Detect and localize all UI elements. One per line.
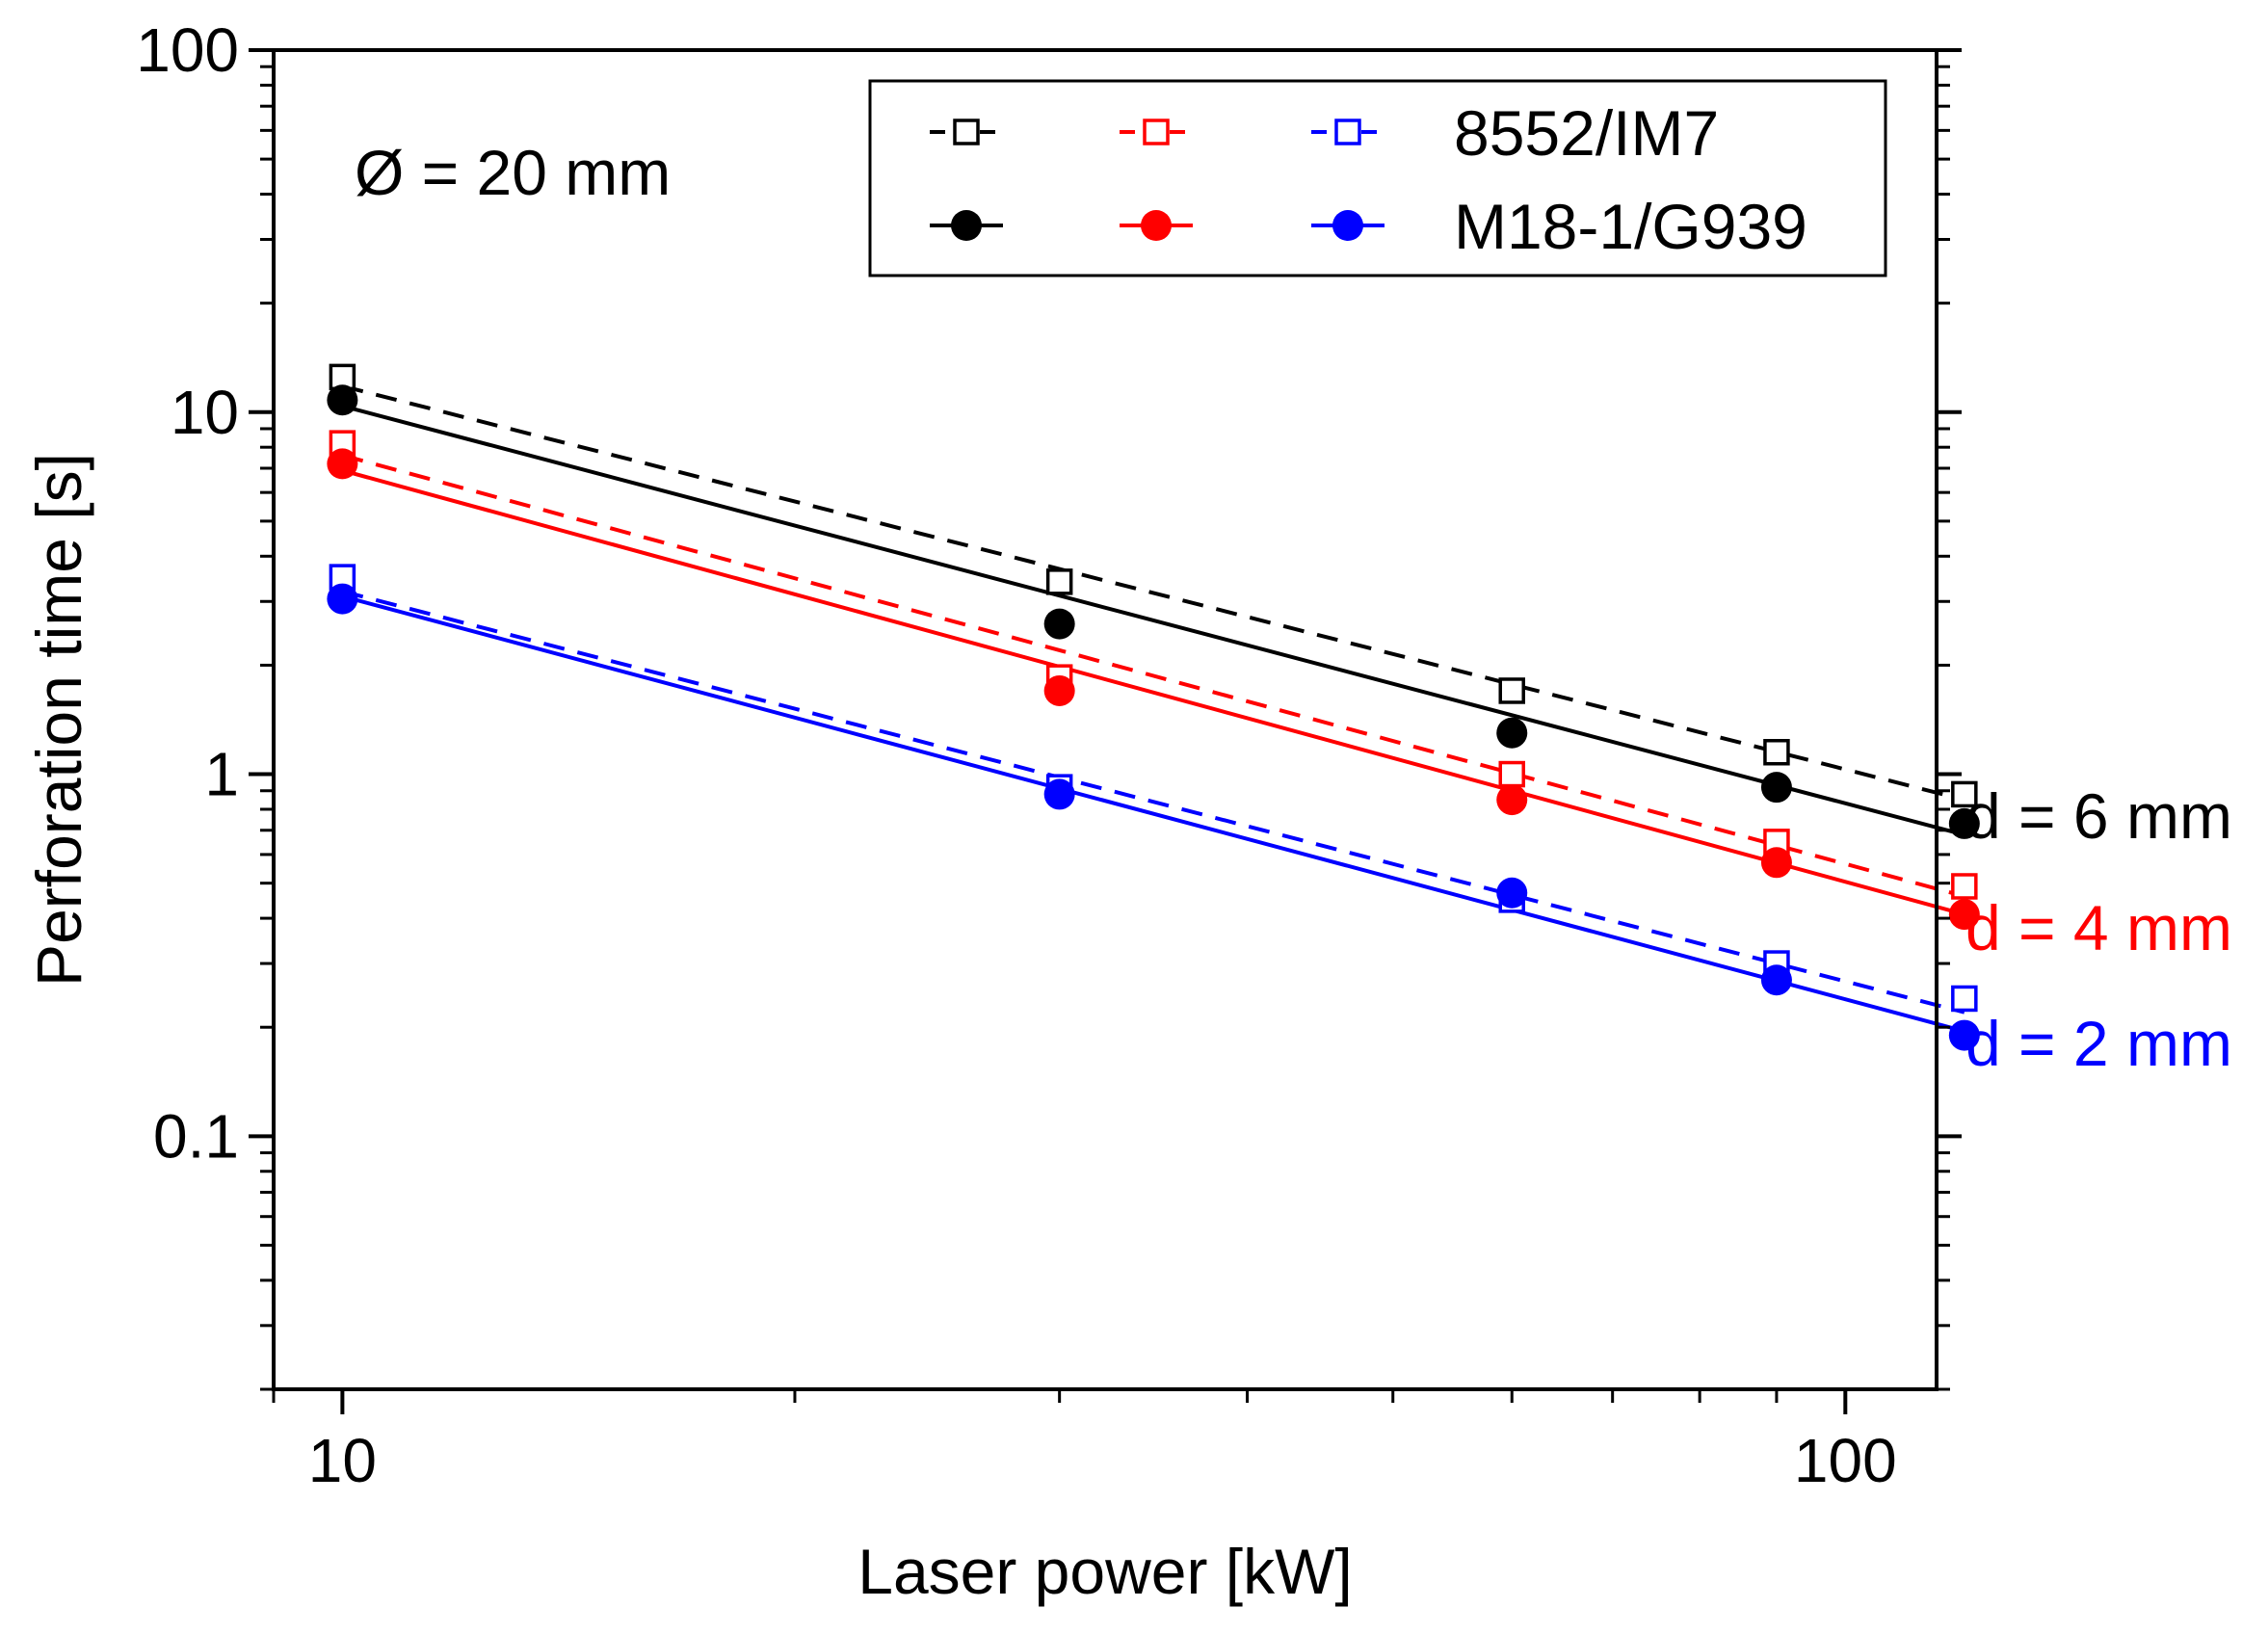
data-point bbox=[1763, 739, 1790, 766]
series-2 bbox=[341, 453, 1965, 899]
data-point bbox=[1498, 677, 1525, 704]
y-axis-title: Perforation time [s] bbox=[23, 453, 94, 987]
y-tick-label: 100 bbox=[136, 15, 239, 85]
fit-line bbox=[341, 404, 1965, 837]
data-point bbox=[1045, 568, 1073, 595]
legend: 8552/IM7 M18-1/G939 bbox=[868, 79, 1887, 277]
data-point bbox=[1760, 847, 1792, 879]
legend-marker bbox=[951, 210, 982, 241]
fit-line bbox=[341, 453, 1965, 899]
series-markers-3 bbox=[327, 448, 1980, 931]
series-5 bbox=[341, 593, 1965, 1034]
legend-marker bbox=[1143, 119, 1170, 145]
x-tick-label: 100 bbox=[1794, 1426, 1897, 1495]
thickness-label-4mm: d = 4 mm bbox=[1965, 892, 2232, 963]
data-point bbox=[327, 448, 358, 480]
data-point bbox=[1948, 807, 1980, 839]
data-point bbox=[327, 384, 358, 416]
data-point bbox=[1043, 674, 1075, 706]
y-tick-label: 1 bbox=[204, 740, 239, 809]
data-point bbox=[327, 583, 358, 615]
data-point bbox=[1498, 760, 1525, 788]
y-tick-label: 0.1 bbox=[153, 1101, 239, 1171]
data-point bbox=[1951, 873, 1978, 900]
data-point bbox=[1760, 772, 1792, 804]
series-3 bbox=[341, 468, 1965, 916]
legend-marker bbox=[953, 119, 980, 145]
data-point bbox=[1496, 717, 1528, 749]
series-0 bbox=[341, 383, 1965, 803]
fit-line bbox=[341, 383, 1965, 803]
data-point bbox=[1043, 778, 1075, 810]
axes: 0.1 1 10 100 10 100 Laser power [kW] Perforatio… bbox=[23, 15, 1962, 1607]
legend-marker bbox=[1332, 210, 1363, 241]
data-point bbox=[1948, 1019, 1980, 1051]
fit-line bbox=[341, 593, 1965, 1034]
series-markers-2 bbox=[329, 430, 1978, 900]
data-point bbox=[1043, 608, 1075, 640]
series-markers-5 bbox=[327, 583, 1980, 1051]
diameter-label: Ø = 20 mm bbox=[355, 137, 671, 208]
annotations: Ø = 20 mm d = 6 mm d = 4 mm d = 2 mm bbox=[355, 137, 2232, 1079]
legend-label: 8552/IM7 bbox=[1454, 97, 1719, 169]
y-tick-label: 10 bbox=[171, 378, 239, 447]
series-markers-0 bbox=[329, 363, 1978, 808]
legend-box bbox=[868, 79, 1887, 277]
legend-marker bbox=[1141, 210, 1172, 241]
data-point bbox=[1948, 899, 1980, 931]
thickness-label-6mm: d = 6 mm bbox=[1965, 780, 2232, 852]
data-point bbox=[1951, 780, 1978, 808]
series-markers-1 bbox=[327, 384, 1980, 839]
fit-line bbox=[341, 589, 1965, 1015]
series-1 bbox=[341, 404, 1965, 837]
series-4 bbox=[341, 589, 1965, 1015]
legend-marker bbox=[1334, 119, 1361, 145]
data-point bbox=[1760, 964, 1792, 996]
legend-label: M18-1/G939 bbox=[1454, 191, 1807, 262]
data-point bbox=[1496, 877, 1528, 909]
series-markers-4 bbox=[329, 564, 1978, 1013]
fit-line bbox=[341, 468, 1965, 916]
data-point bbox=[1496, 784, 1528, 816]
plot-area bbox=[327, 363, 1980, 1051]
data-point bbox=[1951, 985, 1978, 1013]
x-axis-title: Laser power [kW] bbox=[857, 1536, 1353, 1607]
plot-frame bbox=[272, 48, 1938, 1391]
x-tick-label: 10 bbox=[308, 1426, 377, 1495]
thickness-label-2mm: d = 2 mm bbox=[1965, 1008, 2232, 1079]
